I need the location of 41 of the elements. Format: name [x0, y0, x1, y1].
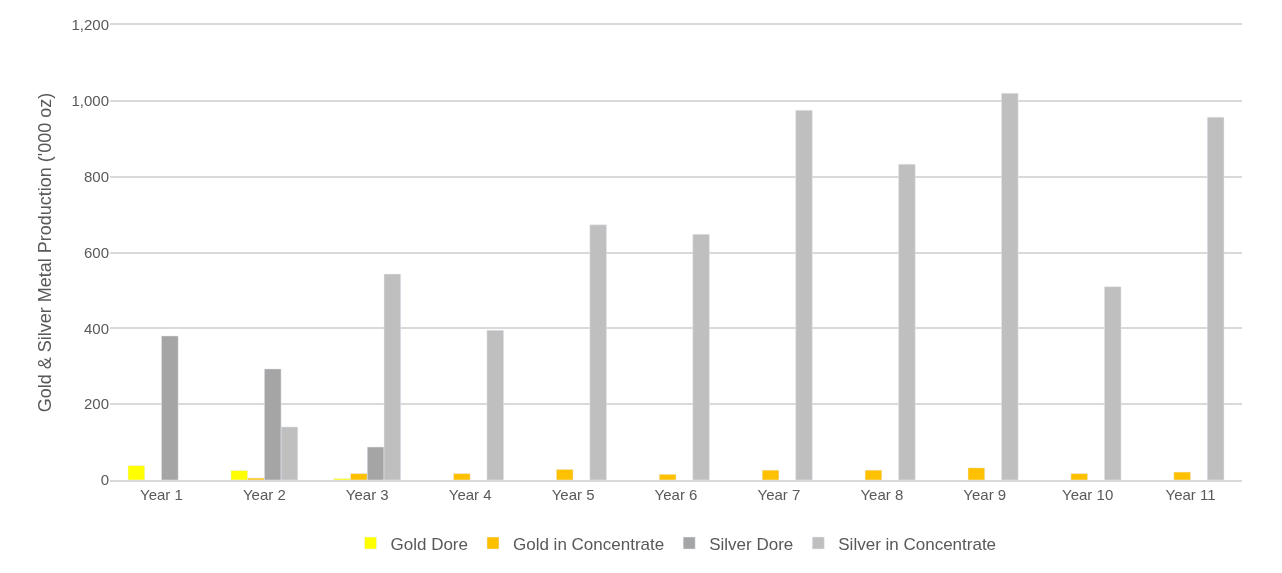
x-tick-label: Year 9	[963, 485, 1007, 503]
bar	[127, 465, 145, 480]
bar	[453, 473, 471, 480]
x-tick-label: Year 3	[345, 485, 389, 503]
bar	[1001, 93, 1019, 480]
y-tick-label: 1,200	[71, 16, 109, 34]
bar	[659, 474, 677, 480]
x-tick-label: Year 4	[448, 485, 492, 503]
y-tick-label: 800	[83, 167, 109, 185]
bar	[486, 329, 504, 480]
y-tick-label: 1,000	[71, 92, 109, 110]
y-axis-title: Gold & Silver Metal Production ('000 oz)	[34, 92, 55, 413]
bar	[1070, 473, 1088, 480]
x-tick-label: Year 5	[551, 485, 595, 503]
legend-label: Gold Dore	[390, 534, 468, 554]
bar	[161, 335, 179, 480]
bar	[589, 224, 607, 480]
bar	[761, 469, 780, 480]
x-tick-label: Year 2	[242, 485, 286, 503]
bar	[1207, 116, 1225, 480]
legend-label: Silver Dore	[709, 534, 794, 554]
bar	[967, 467, 985, 480]
legend-label: Silver in Concentrate	[838, 534, 997, 554]
y-tick-label: 400	[83, 319, 109, 337]
bar	[1173, 471, 1191, 480]
x-tick-label: Year 11	[1165, 485, 1216, 503]
bar	[556, 469, 574, 480]
x-tick-label: Year 10	[1062, 485, 1114, 503]
y-tick-label: 0	[100, 471, 109, 489]
x-tick-label: Year 8	[860, 485, 904, 503]
bar	[898, 163, 916, 480]
x-tick-label: Year 1	[140, 485, 183, 503]
x-tick-label: Year 7	[757, 485, 801, 503]
bar	[1104, 286, 1122, 480]
bar	[864, 469, 883, 480]
legend-label: Gold in Concentrate	[512, 534, 665, 554]
bar	[795, 110, 813, 480]
bar	[692, 234, 710, 480]
y-tick-label: 200	[83, 395, 109, 413]
x-tick-label: Year 6	[654, 485, 698, 503]
y-tick-label: 600	[83, 243, 109, 261]
